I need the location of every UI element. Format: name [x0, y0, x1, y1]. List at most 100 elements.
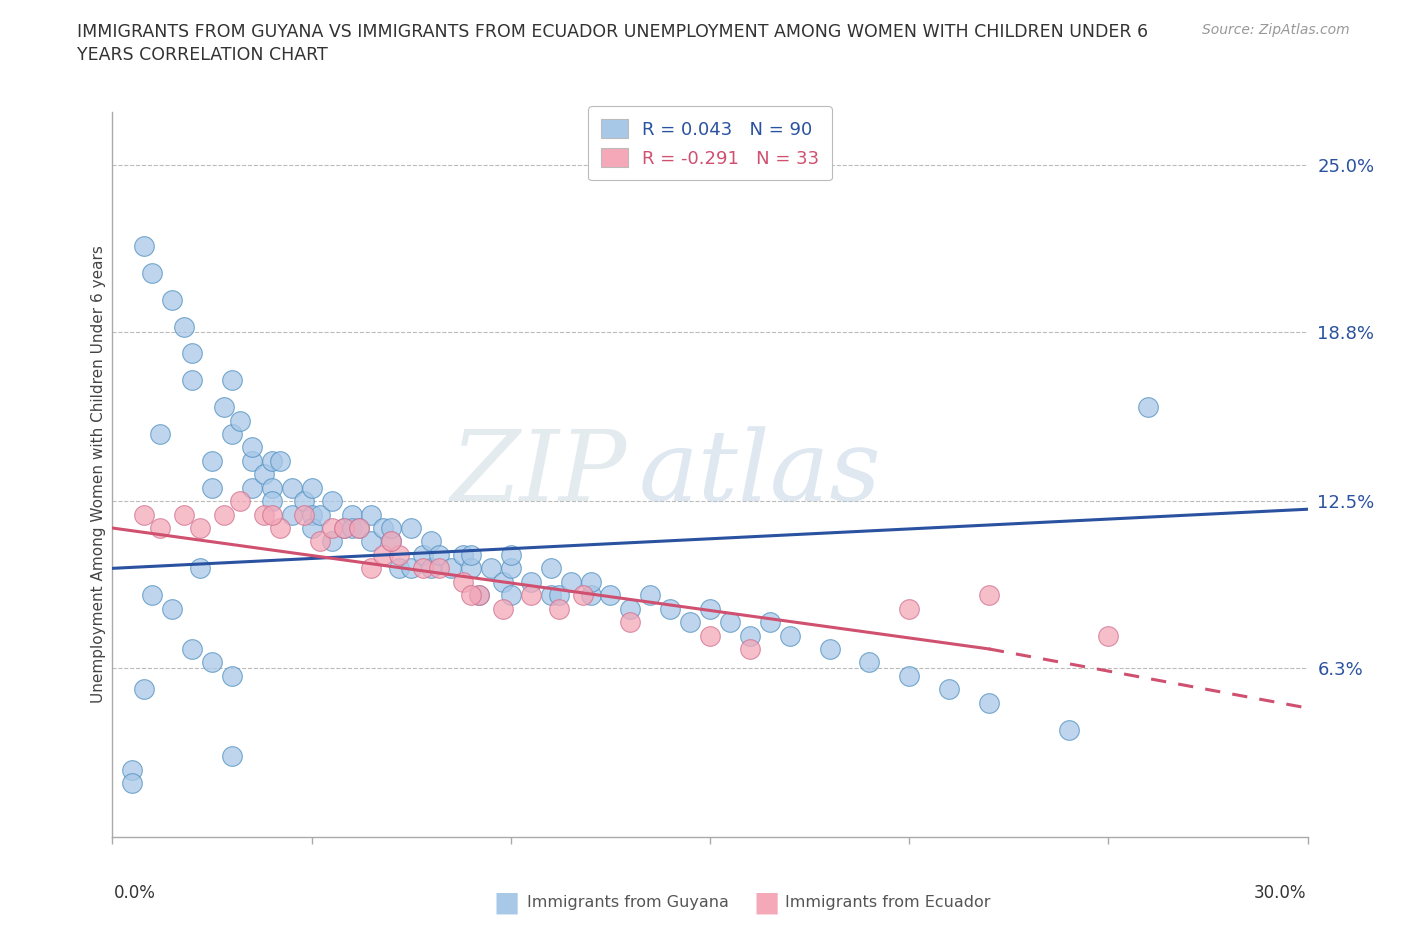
Point: [349, 521, 371, 536]
Point: [121, 763, 143, 777]
Point: [141, 588, 163, 603]
Point: [460, 561, 482, 576]
Point: [401, 561, 423, 576]
Point: [240, 480, 263, 495]
Point: [460, 548, 482, 563]
Point: [699, 628, 721, 643]
Point: [260, 454, 283, 469]
Point: [499, 588, 522, 603]
Point: [332, 521, 354, 536]
Point: [201, 454, 224, 469]
Text: atlas: atlas: [638, 427, 882, 522]
Point: [420, 561, 443, 576]
Point: [141, 265, 163, 280]
Point: [440, 561, 463, 576]
Point: [181, 642, 204, 657]
Point: [520, 588, 543, 603]
Point: [1137, 400, 1160, 415]
Point: [759, 615, 782, 630]
Point: [340, 521, 363, 536]
Point: [340, 507, 363, 522]
Point: [212, 400, 235, 415]
Point: [412, 561, 434, 576]
Point: [412, 548, 434, 563]
Point: [281, 480, 304, 495]
Point: [640, 588, 662, 603]
Point: [260, 494, 283, 509]
Point: [1097, 628, 1119, 643]
Point: [260, 507, 283, 522]
Point: [221, 373, 243, 388]
Point: [349, 521, 371, 536]
Text: YEARS CORRELATION CHART: YEARS CORRELATION CHART: [77, 46, 328, 64]
Point: [468, 588, 491, 603]
Point: [427, 561, 450, 576]
Point: [380, 534, 402, 549]
Point: [321, 534, 343, 549]
Point: [301, 521, 323, 536]
Text: Immigrants from Ecuador: Immigrants from Ecuador: [785, 895, 990, 910]
Point: [380, 534, 402, 549]
Point: [388, 561, 411, 576]
Point: [360, 534, 382, 549]
Point: [149, 427, 172, 442]
Point: [468, 588, 491, 603]
Point: [308, 507, 330, 522]
Text: ZIP: ZIP: [450, 427, 627, 522]
Point: [229, 494, 252, 509]
Point: [149, 521, 172, 536]
Point: [380, 521, 402, 536]
Point: [162, 601, 183, 616]
Point: [121, 776, 143, 790]
Point: [292, 507, 315, 522]
Point: [540, 588, 562, 603]
Point: [898, 601, 921, 616]
Point: [269, 521, 291, 536]
Point: [253, 467, 276, 482]
Point: [221, 749, 243, 764]
Text: 30.0%: 30.0%: [1254, 884, 1306, 902]
Point: [738, 642, 761, 657]
Point: [560, 575, 582, 590]
Y-axis label: Unemployment Among Women with Children Under 6 years: Unemployment Among Women with Children U…: [90, 246, 105, 703]
Text: Immigrants from Guyana: Immigrants from Guyana: [527, 895, 730, 910]
Point: [321, 494, 343, 509]
Point: [260, 480, 283, 495]
Point: [221, 427, 243, 442]
Point: [229, 413, 252, 428]
Point: [201, 655, 224, 670]
Point: [308, 534, 330, 549]
Point: [499, 548, 522, 563]
Point: [738, 628, 761, 643]
Text: ■: ■: [494, 888, 519, 916]
Point: [492, 575, 515, 590]
Point: [360, 507, 382, 522]
Point: [520, 575, 543, 590]
Point: [188, 561, 211, 576]
Point: [212, 507, 235, 522]
Point: [718, 615, 741, 630]
Point: [301, 507, 323, 522]
Point: [451, 548, 474, 563]
Point: [269, 454, 291, 469]
Point: [699, 601, 721, 616]
Point: [134, 238, 156, 253]
Point: [579, 588, 602, 603]
Point: [427, 548, 450, 563]
Point: [420, 534, 443, 549]
Point: [301, 480, 323, 495]
Point: [134, 507, 156, 522]
Point: [540, 561, 562, 576]
Point: [492, 601, 515, 616]
Point: [547, 588, 569, 603]
Text: 0.0%: 0.0%: [114, 884, 156, 902]
Point: [779, 628, 801, 643]
Point: [451, 575, 474, 590]
Point: [162, 292, 183, 307]
Text: ■: ■: [754, 888, 779, 916]
Point: [619, 615, 641, 630]
Point: [201, 480, 224, 495]
Point: [373, 521, 395, 536]
Point: [173, 507, 195, 522]
Point: [388, 548, 411, 563]
